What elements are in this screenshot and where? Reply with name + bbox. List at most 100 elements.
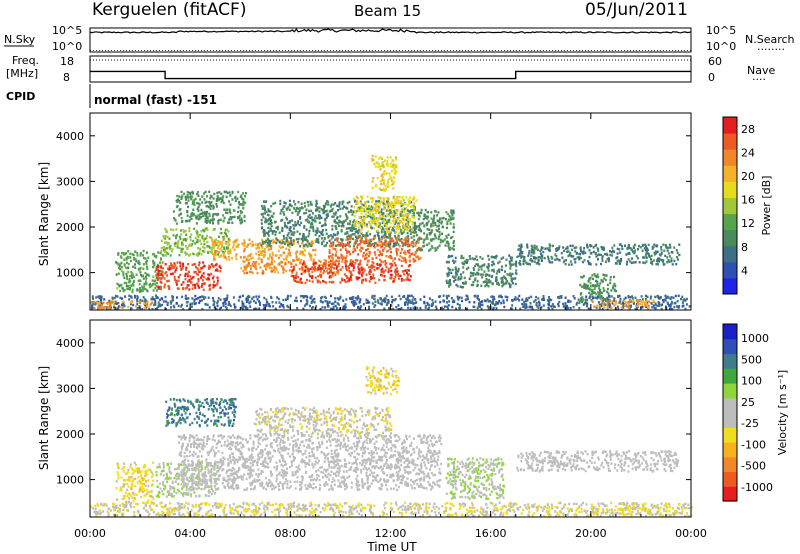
heatmap-cell: [395, 230, 398, 234]
heatmap-cell: [386, 182, 389, 186]
heatmap-cell: [349, 297, 352, 301]
heatmap-cell: [208, 284, 211, 287]
heatmap-cell: [447, 271, 450, 274]
heatmap-cell: [305, 269, 308, 273]
heatmap-cell: [118, 264, 121, 268]
heatmap-cell: [423, 301, 426, 304]
heatmap-cell: [498, 270, 501, 274]
heatmap-cell: [201, 299, 203, 302]
heatmap-cell: [223, 190, 226, 194]
heatmap-cell: [295, 237, 298, 241]
heatmap-cell: [572, 295, 575, 298]
heatmap-cell: [302, 307, 305, 310]
heatmap-cell: [326, 214, 329, 217]
heatmap-cell: [313, 217, 316, 220]
heatmap-cell: [600, 304, 603, 308]
heatmap-cell: [595, 255, 598, 258]
heatmap-cell: [285, 225, 288, 228]
heatmap-cell: [613, 288, 616, 291]
heatmap-cell: [474, 257, 476, 261]
heatmap-cell: [412, 195, 415, 199]
heatmap-cell: [368, 209, 371, 213]
heatmap-cell: [378, 217, 381, 220]
heatmap-cell: [200, 267, 203, 270]
heatmap-cell: [468, 300, 471, 304]
heatmap-cell: [242, 294, 244, 297]
heatmap-cell: [517, 297, 519, 300]
heatmap-cell: [125, 252, 128, 255]
heatmap-cell: [348, 267, 350, 270]
heatmap-cell: [381, 211, 384, 215]
heatmap-cell: [312, 229, 315, 233]
heatmap-cell: [136, 307, 139, 310]
heatmap-cell: [268, 255, 271, 258]
heatmap-cell: [244, 307, 247, 311]
heatmap-cell: [239, 222, 242, 225]
heatmap-cell: [469, 271, 472, 275]
heatmap-cell: [383, 247, 386, 250]
heatmap-cell: [235, 253, 238, 256]
heatmap-cell: [111, 300, 114, 303]
heatmap-cell: [157, 277, 160, 280]
heatmap-cell: [436, 229, 439, 233]
heatmap-cell: [522, 258, 525, 261]
heatmap-cell: [506, 299, 509, 302]
heatmap-cell: [205, 205, 208, 208]
heatmap-cell: [462, 286, 465, 289]
heatmap-cell: [353, 205, 356, 209]
heatmap-cell: [566, 306, 569, 310]
heatmap-cell: [392, 219, 395, 223]
heatmap-cell: [127, 305, 130, 309]
heatmap-cell: [197, 236, 200, 239]
heatmap-cell: [373, 163, 376, 166]
heatmap-cell: [308, 269, 311, 272]
heatmap-cell: [296, 258, 299, 262]
heatmap-cell: [648, 300, 651, 303]
heatmap-cell: [318, 206, 321, 209]
cpid-label: CPID: [6, 90, 35, 103]
heatmap-cell: [388, 306, 391, 310]
heatmap-cell: [406, 223, 409, 227]
heatmap-cell: [188, 243, 191, 246]
heatmap-cell: [447, 218, 450, 221]
heatmap-cell: [179, 208, 182, 211]
heatmap-cell: [471, 257, 474, 260]
heatmap-cell: [111, 296, 114, 299]
heatmap-cell: [173, 306, 176, 309]
heatmap-cell: [356, 278, 359, 281]
heatmap-cell: [399, 308, 402, 311]
heatmap-cell: [138, 261, 141, 265]
heatmap-cell: [156, 307, 159, 310]
heatmap-cell: [98, 295, 101, 299]
heatmap-cell: [299, 295, 302, 298]
heatmap-cell: [537, 300, 540, 303]
heatmap-cell: [327, 200, 329, 204]
heatmap-cell: [552, 244, 554, 248]
heatmap-cell: [428, 242, 431, 245]
heatmap-cell: [176, 200, 179, 204]
heatmap-cell: [580, 249, 582, 253]
heatmap-cell: [370, 205, 373, 208]
heatmap-cell: [154, 307, 157, 311]
heatmap-cell: [464, 280, 467, 284]
heatmap-cell: [351, 262, 354, 265]
heatmap-cell: [557, 296, 560, 299]
heatmap-cell: [303, 235, 305, 239]
heatmap-cell: [231, 198, 234, 201]
heatmap-cell: [383, 230, 386, 233]
heatmap-cell: [492, 268, 495, 271]
heatmap-cell: [468, 255, 471, 258]
heatmap-cell: [529, 302, 532, 305]
heatmap-cell: [176, 244, 179, 247]
heatmap-cell: [306, 278, 308, 282]
heatmap-cell: [387, 236, 390, 239]
heatmap-cell: [213, 192, 216, 196]
heatmap-cell: [343, 256, 346, 260]
heatmap-cell: [463, 260, 466, 263]
heatmap-cell: [389, 237, 392, 240]
heatmap-cell: [317, 279, 320, 283]
heatmap-cell: [315, 204, 317, 207]
heatmap-cell: [122, 271, 125, 274]
heatmap-cell: [356, 276, 359, 280]
heatmap-cell: [347, 226, 350, 230]
